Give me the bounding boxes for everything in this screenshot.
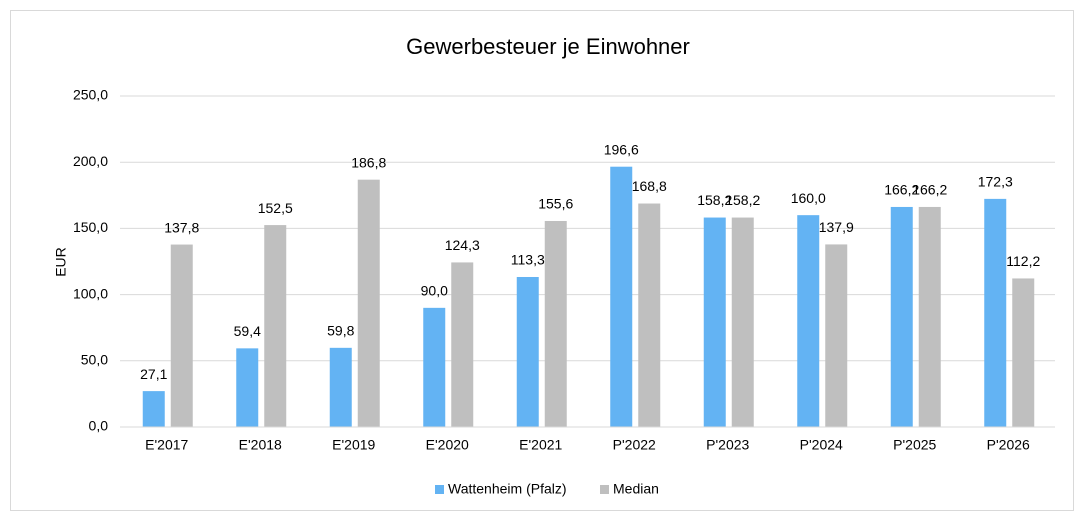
y-tick-label: 0,0	[89, 418, 109, 434]
bar	[731, 217, 754, 427]
bar	[170, 244, 193, 427]
legend-swatch	[600, 485, 609, 494]
y-tick-label: 250,0	[73, 87, 108, 103]
y-tick-label: 150,0	[73, 219, 108, 235]
value-label: 90,0	[421, 283, 448, 299]
bar	[984, 198, 1007, 427]
chart-title: Gewerbesteuer je Einwohner	[406, 34, 690, 59]
value-label: 112,2	[1006, 253, 1040, 269]
value-label: 166,2	[884, 182, 919, 198]
value-label: 124,3	[445, 237, 480, 253]
legend-label: Wattenheim (Pfalz)	[448, 481, 567, 497]
x-tick-label: P'2022	[613, 437, 656, 453]
value-label: 196,6	[604, 141, 639, 157]
bar	[918, 206, 941, 427]
value-label: 166,2	[912, 182, 947, 198]
legend-swatch	[435, 485, 444, 494]
bar	[1012, 278, 1035, 427]
value-label: 155,6	[538, 196, 573, 212]
x-tick-label: E'2018	[239, 437, 282, 453]
bar	[423, 307, 446, 427]
value-label: 137,8	[164, 219, 199, 235]
bar	[264, 225, 287, 427]
value-label: 160,0	[791, 190, 826, 206]
x-tick-label: E'2019	[332, 437, 375, 453]
value-label: 137,9	[819, 219, 854, 235]
bar	[329, 347, 352, 427]
bar	[638, 203, 661, 427]
bar	[890, 206, 913, 427]
x-tick-label: P'2023	[706, 437, 749, 453]
x-tick-label: E'2020	[426, 437, 469, 453]
value-label: 152,5	[258, 200, 293, 216]
value-label: 186,8	[351, 154, 386, 170]
value-label: 59,4	[234, 323, 261, 339]
bar	[825, 244, 848, 427]
value-label: 113,3	[511, 252, 545, 268]
value-label: 168,8	[632, 178, 667, 194]
x-tick-label: P'2026	[987, 437, 1030, 453]
y-tick-label: 50,0	[81, 352, 108, 368]
value-label: 59,8	[327, 323, 354, 339]
bar	[357, 179, 380, 427]
legend-label: Median	[613, 481, 659, 497]
x-tick-label: E'2017	[145, 437, 188, 453]
x-tick-label: P'2024	[800, 437, 843, 453]
bar	[236, 348, 259, 427]
value-label: 27,1	[140, 366, 167, 382]
bar	[451, 262, 474, 427]
value-label: 172,3	[978, 174, 1013, 190]
value-label: 158,2	[725, 192, 760, 208]
x-tick-label: P'2025	[893, 437, 936, 453]
bar	[703, 217, 726, 427]
bar	[797, 215, 820, 427]
bar	[142, 391, 165, 427]
y-tick-label: 100,0	[73, 285, 108, 301]
bar	[544, 220, 567, 427]
y-tick-label: 200,0	[73, 153, 108, 169]
bar	[610, 166, 633, 427]
y-axis-label: EUR	[53, 247, 69, 277]
value-label: 158,2	[697, 192, 732, 208]
x-tick-label: E'2021	[519, 437, 562, 453]
bar	[516, 276, 539, 427]
